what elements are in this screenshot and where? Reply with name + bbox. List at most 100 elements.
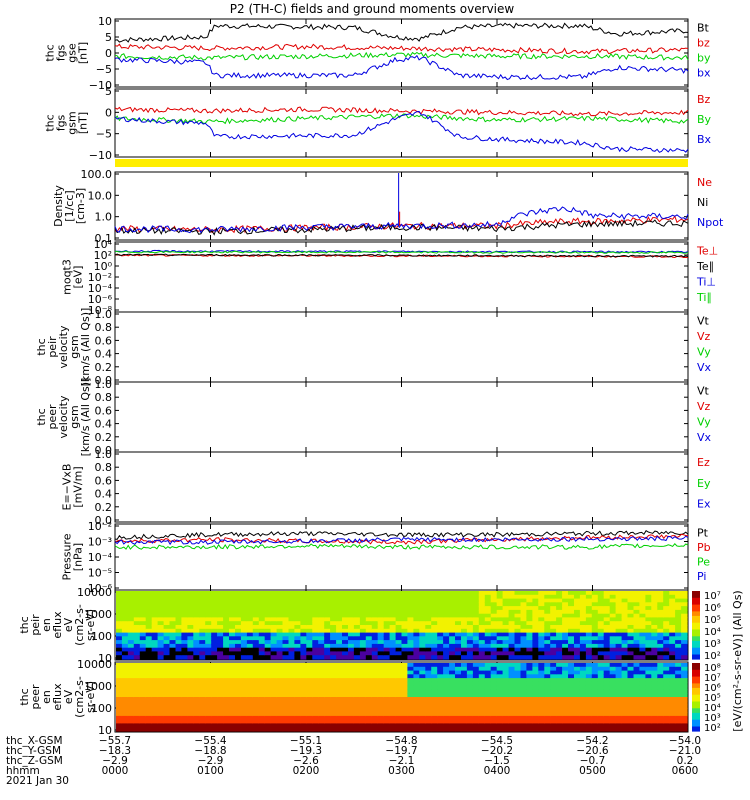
spectrogram-cell bbox=[145, 670, 153, 675]
spectrogram-cell bbox=[675, 640, 682, 645]
spectrogram-cell bbox=[353, 708, 361, 713]
spectrogram-cell bbox=[508, 647, 516, 653]
spectrogram-cell bbox=[544, 628, 551, 634]
spectrogram-cell bbox=[371, 625, 379, 630]
spectrogram-cell bbox=[121, 708, 129, 713]
spectrogram-cell bbox=[205, 674, 212, 679]
spectrogram-cell bbox=[264, 655, 272, 660]
spectrogram-cell bbox=[193, 632, 200, 637]
spectrogram-cell bbox=[187, 602, 194, 607]
y-tick-label: 10⁻⁶ bbox=[88, 293, 113, 306]
spectrogram-cell bbox=[508, 606, 516, 611]
spectrogram-cell bbox=[133, 681, 141, 687]
spectrogram-cell bbox=[288, 674, 295, 679]
spectrogram-cell bbox=[508, 681, 516, 687]
spectrogram-cell bbox=[681, 606, 688, 611]
spectrogram-cell bbox=[621, 670, 629, 675]
spectrogram-cell bbox=[455, 640, 462, 645]
spectrogram-cell bbox=[681, 689, 688, 694]
spectrogram-cell bbox=[478, 606, 486, 611]
spectrogram-cell bbox=[520, 678, 527, 683]
spectrogram-cell bbox=[276, 640, 284, 645]
spectrogram-cell bbox=[240, 719, 248, 725]
spectrogram-cell bbox=[139, 594, 147, 600]
spectrogram-cell bbox=[413, 708, 420, 713]
spectrogram-cell bbox=[615, 606, 623, 611]
spectrogram-cell bbox=[639, 613, 646, 619]
spectrogram-cell bbox=[336, 704, 343, 709]
spectrogram-cell bbox=[211, 674, 218, 679]
spectrogram-cell bbox=[116, 712, 123, 717]
spectrogram-cell bbox=[556, 598, 563, 603]
spectrogram-cell bbox=[139, 727, 147, 732]
x-axis-value: 0200 bbox=[293, 765, 320, 777]
spectrogram-cell bbox=[526, 655, 533, 660]
spectrogram-cell bbox=[591, 715, 599, 721]
spectrogram-cell bbox=[157, 689, 165, 694]
spectrogram-cell bbox=[591, 625, 599, 630]
spectrogram-cell bbox=[217, 723, 224, 728]
spectrogram-cell bbox=[377, 693, 385, 698]
spectrogram-cell bbox=[627, 715, 634, 721]
spectrogram-cell bbox=[538, 712, 545, 717]
spectrogram-cell bbox=[556, 643, 563, 649]
spectrogram-cell bbox=[342, 598, 349, 603]
spectrogram-cell bbox=[163, 591, 171, 596]
spectrogram-cell bbox=[431, 621, 438, 626]
spectrogram-cell bbox=[288, 640, 295, 645]
x-axis-value: −54.8 bbox=[385, 735, 417, 747]
spectrogram-cell bbox=[157, 651, 165, 656]
spectrogram-cell bbox=[353, 655, 361, 660]
spectrogram-cell bbox=[145, 663, 153, 668]
spectrogram-cell bbox=[508, 628, 516, 634]
spectrogram-cell bbox=[157, 663, 165, 668]
spectrogram-cell bbox=[217, 609, 224, 615]
spectrogram-cell bbox=[461, 715, 468, 721]
spectrogram-cell bbox=[627, 704, 634, 709]
spectrogram-cell bbox=[359, 678, 367, 683]
spectrogram-cell bbox=[389, 708, 397, 713]
legend-entry: Te⊥ bbox=[696, 245, 718, 258]
spectrogram-cell bbox=[324, 602, 331, 607]
spectrogram-cell bbox=[472, 598, 480, 603]
spectrogram-cell bbox=[276, 613, 284, 619]
spectrogram-cell bbox=[562, 598, 569, 603]
spectrogram-cell bbox=[461, 598, 468, 603]
spectrogram-cell bbox=[229, 708, 236, 713]
spectrogram-cell bbox=[258, 651, 266, 656]
spectrogram-cell bbox=[145, 647, 153, 653]
spectrogram-cell bbox=[431, 685, 438, 691]
spectrogram-cell bbox=[425, 625, 432, 630]
spectrogram-cell bbox=[383, 606, 391, 611]
y-tick-label: 10⁻⁶ bbox=[88, 582, 113, 595]
spectrogram-cell bbox=[282, 647, 289, 653]
spectrogram-cell bbox=[627, 613, 634, 619]
spectrogram-cell bbox=[151, 700, 159, 706]
spectrogram-cell bbox=[502, 602, 510, 607]
colorbar-tick-label: 10⁷ bbox=[704, 673, 721, 684]
y-tick-label: 0.6 bbox=[95, 474, 113, 487]
spectrogram-cell bbox=[223, 697, 230, 702]
spectrogram-cell bbox=[657, 636, 664, 641]
colorbar-cell bbox=[692, 611, 700, 615]
spectrogram-cell bbox=[645, 693, 652, 698]
spectrogram-cell bbox=[359, 647, 367, 653]
spectrogram-cell bbox=[651, 678, 658, 683]
spectrogram-cell bbox=[496, 678, 504, 683]
spectrogram-cell bbox=[401, 708, 408, 713]
spectrogram-cell bbox=[597, 617, 605, 622]
spectrogram-cell bbox=[574, 693, 581, 698]
spectrogram-cell bbox=[544, 613, 551, 619]
spectrogram-cell bbox=[472, 666, 480, 672]
spectrogram-cell bbox=[395, 685, 403, 691]
legend-entry: Ez bbox=[697, 456, 710, 469]
spectrogram-cell bbox=[472, 712, 480, 717]
spectrogram-cell bbox=[496, 651, 504, 656]
spectrogram-cell bbox=[455, 643, 462, 649]
spectrogram-cell bbox=[270, 628, 278, 634]
spectrogram-cell bbox=[312, 719, 319, 725]
spectrogram-cell bbox=[240, 697, 248, 702]
series-Ni bbox=[114, 219, 689, 236]
spectrogram-cell bbox=[270, 700, 278, 706]
spectrogram-cell bbox=[669, 708, 676, 713]
